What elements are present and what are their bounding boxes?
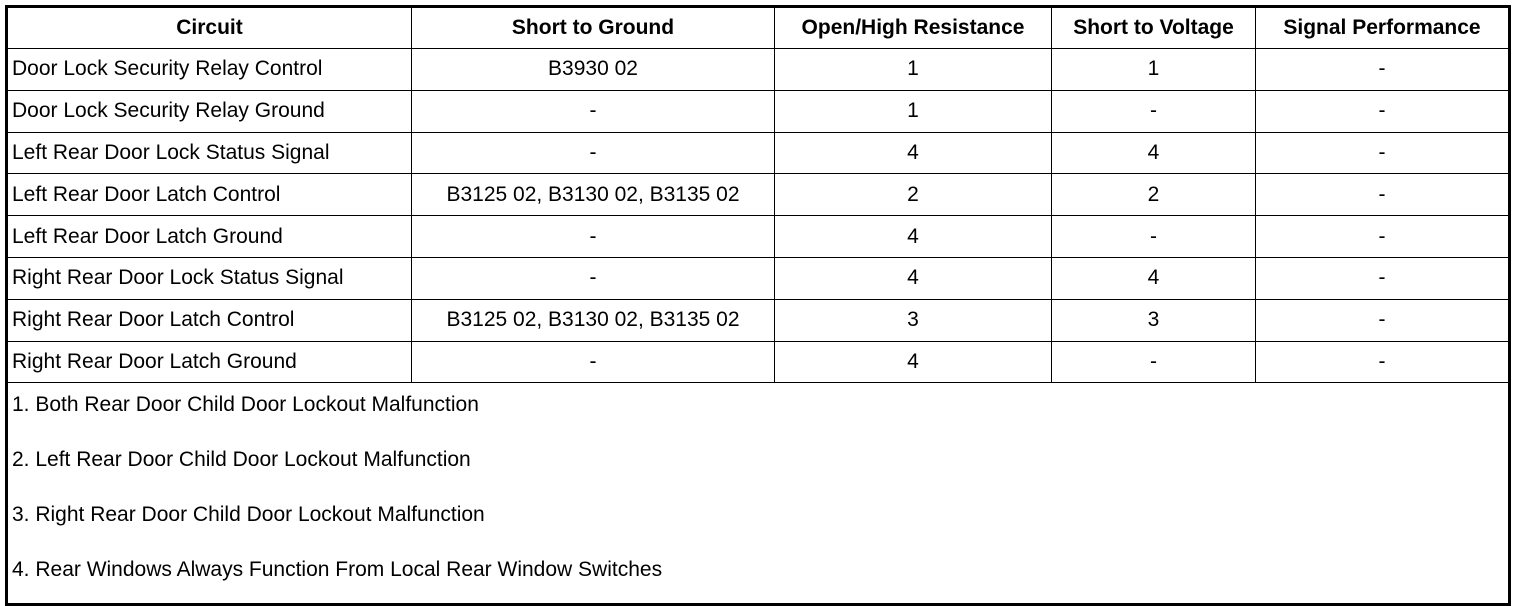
cell-open-high-resistance: 2 [774, 173, 1052, 217]
cell-short-to-voltage: 3 [1051, 298, 1256, 342]
cell-signal-performance: - [1255, 256, 1510, 300]
header-circuit: Circuit [6, 6, 412, 49]
cell-short-to-voltage: 1 [1051, 48, 1256, 91]
cell-short-to-ground: - [411, 131, 775, 175]
cell-circuit: Right Rear Door Lock Status Signal [6, 256, 412, 300]
cell-circuit: Left Rear Door Lock Status Signal [6, 131, 412, 175]
cell-short-to-ground: B3125 02, B3130 02, B3135 02 [411, 298, 775, 342]
table-row: Right Rear Door Latch Ground -4- - [6, 340, 1510, 384]
cell-open-high-resistance: 4 [774, 256, 1052, 300]
cell-short-to-voltage: 4 [1051, 256, 1256, 300]
cell-circuit: Right Rear Door Latch Ground [6, 340, 412, 384]
table-row: Door Lock Security Relay Ground -1- - [6, 89, 1510, 133]
cell-open-high-resistance: 4 [774, 131, 1052, 175]
cell-short-to-ground: - [411, 340, 775, 384]
cell-circuit: Left Rear Door Latch Control [6, 173, 412, 217]
cell-open-high-resistance: 4 [774, 340, 1052, 384]
table-row: Right Rear Door Lock Status Signal -4 4- [6, 256, 1510, 300]
cell-signal-performance: - [1255, 48, 1510, 91]
cell-signal-performance: - [1255, 173, 1510, 217]
table-row: Left Rear Door Lock Status Signal -4 4- [6, 131, 1510, 175]
cell-short-to-voltage: 4 [1051, 131, 1256, 175]
table-row: Left Rear Door Latch Control B3125 02, B3… [6, 173, 1510, 217]
cell-short-to-ground: - [411, 89, 775, 133]
cell-open-high-resistance: 1 [774, 48, 1052, 91]
cell-circuit: Door Lock Security Relay Ground [6, 89, 412, 133]
cell-open-high-resistance: 3 [774, 298, 1052, 342]
footnote: 3. Right Rear Door Child Door Lockout Ma… [12, 503, 485, 527]
footnote: 1. Both Rear Door Child Door Lockout Mal… [12, 393, 479, 417]
header-signal-performance: Signal Performance [1255, 6, 1510, 49]
cell-signal-performance: - [1255, 340, 1510, 384]
table-row: Right Rear Door Latch Control B3125 02, B… [6, 298, 1510, 342]
cell-short-to-ground: B3930 02 [411, 48, 775, 91]
cell-short-to-voltage: - [1051, 89, 1256, 133]
cell-short-to-voltage: - [1051, 340, 1256, 384]
cell-circuit: Door Lock Security Relay Control [6, 48, 412, 91]
header-row: Circuit Short to Ground Open/High Resist… [6, 6, 1510, 49]
cell-signal-performance: - [1255, 131, 1510, 175]
cell-circuit: Right Rear Door Latch Control [6, 298, 412, 342]
cell-open-high-resistance: 4 [774, 215, 1052, 258]
cell-short-to-ground: - [411, 256, 775, 300]
cell-circuit: Left Rear Door Latch Ground [6, 215, 412, 258]
table-row: Door Lock Security Relay Control B3930 02… [6, 48, 1510, 91]
circuit-diagnostic-table: Circuit Short to Ground Open/High Resist… [5, 5, 1511, 606]
header-open-high-resistance: Open/High Resistance [774, 6, 1052, 49]
cell-short-to-voltage: 2 [1051, 173, 1256, 217]
cell-signal-performance: - [1255, 298, 1510, 342]
table-row: Left Rear Door Latch Ground -4- - [6, 215, 1510, 258]
cell-signal-performance: - [1255, 89, 1510, 133]
cell-short-to-ground: B3125 02, B3130 02, B3135 02 [411, 173, 775, 217]
notes-cell: 1. Both Rear Door Child Door Lockout Mal… [6, 382, 1510, 606]
cell-open-high-resistance: 1 [774, 89, 1052, 133]
cell-short-to-voltage: - [1051, 215, 1256, 258]
header-short-to-voltage: Short to Voltage [1051, 6, 1256, 49]
footnote: 2. Left Rear Door Child Door Lockout Mal… [12, 448, 471, 472]
cell-short-to-ground: - [411, 215, 775, 258]
footnote: 4. Rear Windows Always Function From Loc… [12, 558, 663, 582]
header-short-to-ground: Short to Ground [411, 6, 775, 49]
notes-row: 1. Both Rear Door Child Door Lockout Mal… [6, 382, 1510, 606]
cell-signal-performance: - [1255, 215, 1510, 258]
